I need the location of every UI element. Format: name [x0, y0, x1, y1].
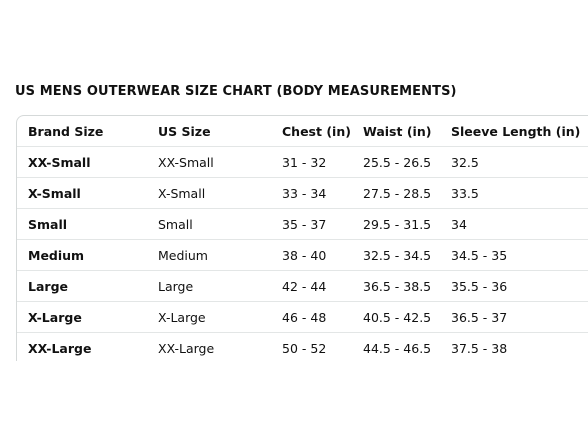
cell-chest: 46 - 48 — [271, 301, 352, 333]
cell-sleeve-length: 34 — [440, 208, 588, 240]
cell-waist: 25.5 - 26.5 — [352, 146, 440, 178]
table-row: Small Small 35 - 37 29.5 - 31.5 34 — [17, 208, 588, 240]
table-row: X-Small X-Small 33 - 34 27.5 - 28.5 33.5 — [17, 177, 588, 209]
header-waist: Waist (in) — [352, 116, 440, 147]
size-chart-title: US MENS OUTERWEAR SIZE CHART (BODY MEASU… — [15, 84, 457, 99]
cell-chest: 38 - 40 — [271, 239, 352, 271]
cell-us-size: Large — [147, 270, 271, 302]
cell-waist: 40.5 - 42.5 — [352, 301, 440, 333]
cell-waist: 29.5 - 31.5 — [352, 208, 440, 240]
cell-waist: 36.5 - 38.5 — [352, 270, 440, 302]
cell-chest: 50 - 52 — [282, 340, 327, 356]
cell-brand-size: X-Small — [17, 177, 147, 209]
table-row: X-Large X-Large 46 - 48 40.5 - 42.5 36.5… — [17, 301, 588, 333]
table-row: Large Large 42 - 44 36.5 - 38.5 35.5 - 3… — [17, 270, 588, 302]
cell-us-size: XX-Small — [147, 146, 271, 178]
cell-brand-size: X-Large — [17, 301, 147, 333]
cell-waist: 32.5 - 34.5 — [352, 239, 440, 271]
cell-brand-size: XX-Large — [28, 340, 92, 356]
cell-sleeve-length: 37.5 - 38 — [451, 340, 508, 356]
cell-chest: 31 - 32 — [271, 146, 352, 178]
cell-sleeve-length: 36.5 - 37 — [440, 301, 588, 333]
cell-chest: 42 - 44 — [271, 270, 352, 302]
cell-chest: 35 - 37 — [271, 208, 352, 240]
header-sleeve-length: Sleeve Length (in) — [440, 116, 588, 147]
table-row: XX-Small XX-Small 31 - 32 25.5 - 26.5 32… — [17, 146, 588, 178]
size-chart-table: Brand Size US Size Chest (in) Waist (in)… — [17, 116, 588, 361]
header-chest: Chest (in) — [271, 116, 352, 147]
header-brand-size: Brand Size — [17, 116, 147, 147]
cell-sleeve-length: 35.5 - 36 — [440, 270, 588, 302]
cell-us-size: X-Small — [147, 177, 271, 209]
cell-us-size: X-Large — [147, 301, 271, 333]
cell-us-size: Small — [147, 208, 271, 240]
cell-brand-size: XX-Small — [17, 146, 147, 178]
cell-sleeve-length: 32.5 — [440, 146, 588, 178]
header-us-size: US Size — [147, 116, 271, 147]
cell-brand-size: Small — [17, 208, 147, 240]
cell-sleeve-length: 33.5 — [440, 177, 588, 209]
cell-us-size: Medium — [147, 239, 271, 271]
cell-waist: 44.5 - 46.5 — [363, 340, 432, 356]
table-row: Medium Medium 38 - 40 32.5 - 34.5 34.5 -… — [17, 239, 588, 271]
cell-waist: 27.5 - 28.5 — [352, 177, 440, 209]
cell-sleeve-length: 34.5 - 35 — [440, 239, 588, 271]
size-chart-table-container: Brand Size US Size Chest (in) Waist (in)… — [16, 115, 588, 361]
cell-chest: 33 - 34 — [271, 177, 352, 209]
cell-brand-size: Medium — [17, 239, 147, 271]
table-row: XX-Large XX-Large 50 - 52 44.5 - 46.5 37… — [17, 333, 588, 362]
cell-us-size: XX-Large — [158, 340, 215, 356]
table-header-row: Brand Size US Size Chest (in) Waist (in)… — [17, 116, 588, 147]
cell-brand-size: Large — [17, 270, 147, 302]
